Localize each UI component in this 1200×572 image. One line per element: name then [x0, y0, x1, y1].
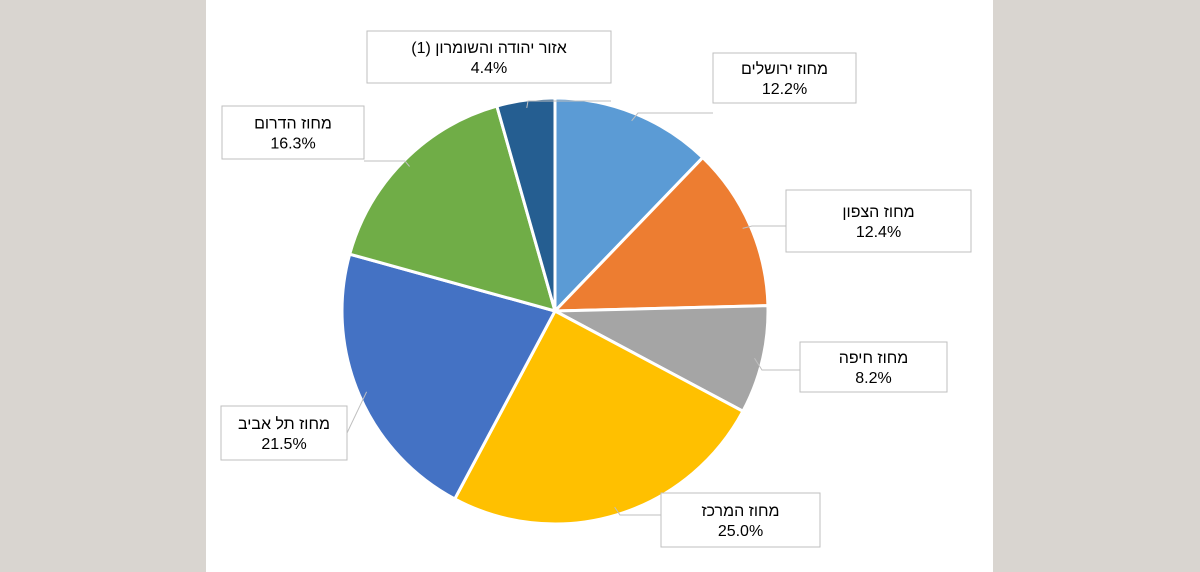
leader-line [742, 225, 786, 229]
pie-slices [340, 96, 770, 526]
data-labels: מחוז ירושלים 12.2% מחוז הצפון 12.4% מחוז חיפ… [220, 30, 972, 548]
slice-name-label: מחוז חיפה [839, 350, 909, 367]
slice-percent-label: 21.5% [261, 436, 306, 453]
data-label-box [712, 52, 857, 104]
pie-slice [495, 96, 557, 312]
data-label-box [220, 405, 348, 461]
leader-line [346, 391, 368, 434]
slice-percent-label: 16.3% [270, 136, 315, 153]
slice-percent-label: 12.4% [856, 224, 901, 241]
leader-line [631, 112, 713, 122]
slice-percent-label: 4.4% [471, 60, 507, 77]
slice-percent-label: 12.2% [762, 81, 807, 98]
slice-name-label: מחוז ירושלים [741, 60, 828, 78]
slice-name-label: מחוז המרכז [701, 503, 779, 520]
leader-line [526, 100, 611, 109]
data-label-box [799, 341, 948, 393]
data-label-box [221, 105, 365, 160]
pie-slice [553, 96, 705, 315]
data-label-box [785, 189, 972, 253]
data-label-box [660, 492, 821, 548]
leader-line [364, 160, 410, 167]
slice-name-label: מחוז תל אביב [238, 415, 330, 433]
pie-slice [551, 155, 770, 313]
data-label-box [366, 30, 612, 84]
slice-percent-label: 8.2% [855, 370, 891, 387]
pie-slice [340, 252, 558, 501]
leader-line [754, 357, 800, 371]
leader-line [614, 506, 661, 516]
slice-name-label: מחוז הדרום [254, 116, 332, 133]
pie-slice [549, 304, 770, 414]
slice-percent-label: 25.0% [718, 523, 763, 540]
slice-name-label: מחוז הצפון [842, 204, 914, 221]
slice-name-label: אזור יהודה והשומרון (1) [411, 40, 566, 57]
